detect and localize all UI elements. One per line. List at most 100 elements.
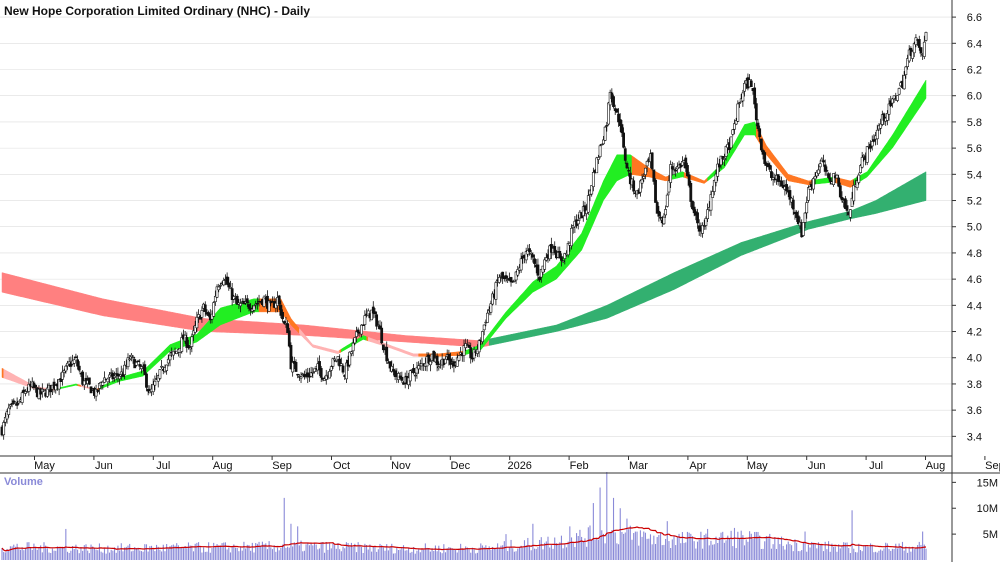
candle (560, 253, 563, 267)
candle (539, 268, 543, 283)
candle (722, 153, 726, 166)
candle (462, 339, 466, 362)
candle (543, 257, 547, 273)
candle (9, 403, 12, 410)
candle (472, 346, 476, 362)
candle (62, 368, 66, 378)
candle (348, 351, 352, 368)
candle (34, 384, 38, 393)
candle (344, 359, 348, 383)
candle (837, 174, 841, 188)
price-tick-label: 6.6 (967, 12, 982, 24)
candle (245, 294, 249, 307)
candle (759, 138, 763, 153)
candle (64, 364, 68, 374)
candle (452, 358, 456, 373)
candle (533, 254, 536, 268)
candle (733, 119, 736, 135)
candle (17, 400, 21, 405)
candle (331, 357, 335, 370)
candle (470, 352, 474, 363)
candle (731, 129, 735, 137)
short-ribbon-segment (853, 79, 927, 186)
candle (780, 176, 783, 187)
candle (644, 167, 647, 180)
candle (736, 100, 740, 122)
candle (14, 401, 17, 406)
candle (741, 89, 745, 107)
candle (706, 203, 710, 222)
candle (768, 162, 772, 173)
time-tick-label: 2026 (507, 460, 531, 472)
candle (447, 349, 451, 366)
candle (818, 160, 822, 174)
candle (12, 398, 16, 405)
candle (526, 244, 530, 257)
candle (319, 365, 323, 383)
candle (193, 320, 197, 335)
candle (607, 101, 610, 126)
candle (94, 384, 98, 402)
candle (788, 185, 792, 206)
time-axis: May Jun Jul Aug Sep Oct Nov Dec 2026 Feb Mar Apr May… (34, 456, 1000, 472)
time-tick-label: Dec (451, 460, 471, 472)
candle (596, 154, 600, 165)
candle (590, 185, 594, 197)
candle (388, 361, 392, 372)
candle (76, 355, 80, 370)
candle (654, 178, 657, 203)
candle (822, 154, 825, 167)
candle (862, 153, 866, 162)
candle (665, 192, 669, 208)
candle (309, 366, 313, 378)
candle (212, 301, 216, 318)
candle (341, 363, 345, 375)
candle (188, 346, 192, 355)
candle (812, 177, 815, 194)
candle (435, 353, 439, 372)
candle (808, 181, 812, 190)
candle (714, 169, 718, 187)
candle (235, 294, 239, 305)
candle (61, 365, 64, 386)
candle (618, 113, 622, 132)
candle (870, 135, 874, 151)
candle (806, 185, 810, 203)
candle (190, 333, 194, 353)
candle (291, 356, 295, 377)
candle (859, 163, 862, 174)
candle (838, 182, 842, 199)
candle (553, 241, 557, 255)
candle (664, 205, 668, 218)
candle (106, 377, 110, 388)
price-tick-label: 4.4 (967, 300, 982, 312)
candle (168, 351, 172, 367)
candle (24, 389, 27, 397)
candle (59, 372, 63, 382)
candle (385, 341, 389, 364)
candle (195, 311, 199, 333)
candle (890, 97, 894, 108)
candle (339, 357, 343, 366)
candle (896, 95, 899, 103)
candle (632, 176, 636, 195)
candle (704, 216, 708, 230)
candle (338, 354, 342, 371)
candle (360, 324, 363, 338)
candle (146, 385, 150, 396)
candle (828, 172, 832, 185)
candle (506, 275, 510, 283)
candle (586, 189, 590, 216)
candle (696, 208, 699, 229)
candle (717, 158, 721, 173)
candle (687, 171, 691, 188)
candle (922, 35, 926, 60)
candle (145, 372, 148, 392)
candle (770, 165, 773, 181)
price-tick-label: 5.4 (967, 169, 982, 181)
candle (413, 372, 417, 382)
candle (279, 300, 283, 319)
volume-tick-label: 15M (977, 477, 998, 489)
candle (371, 301, 375, 319)
